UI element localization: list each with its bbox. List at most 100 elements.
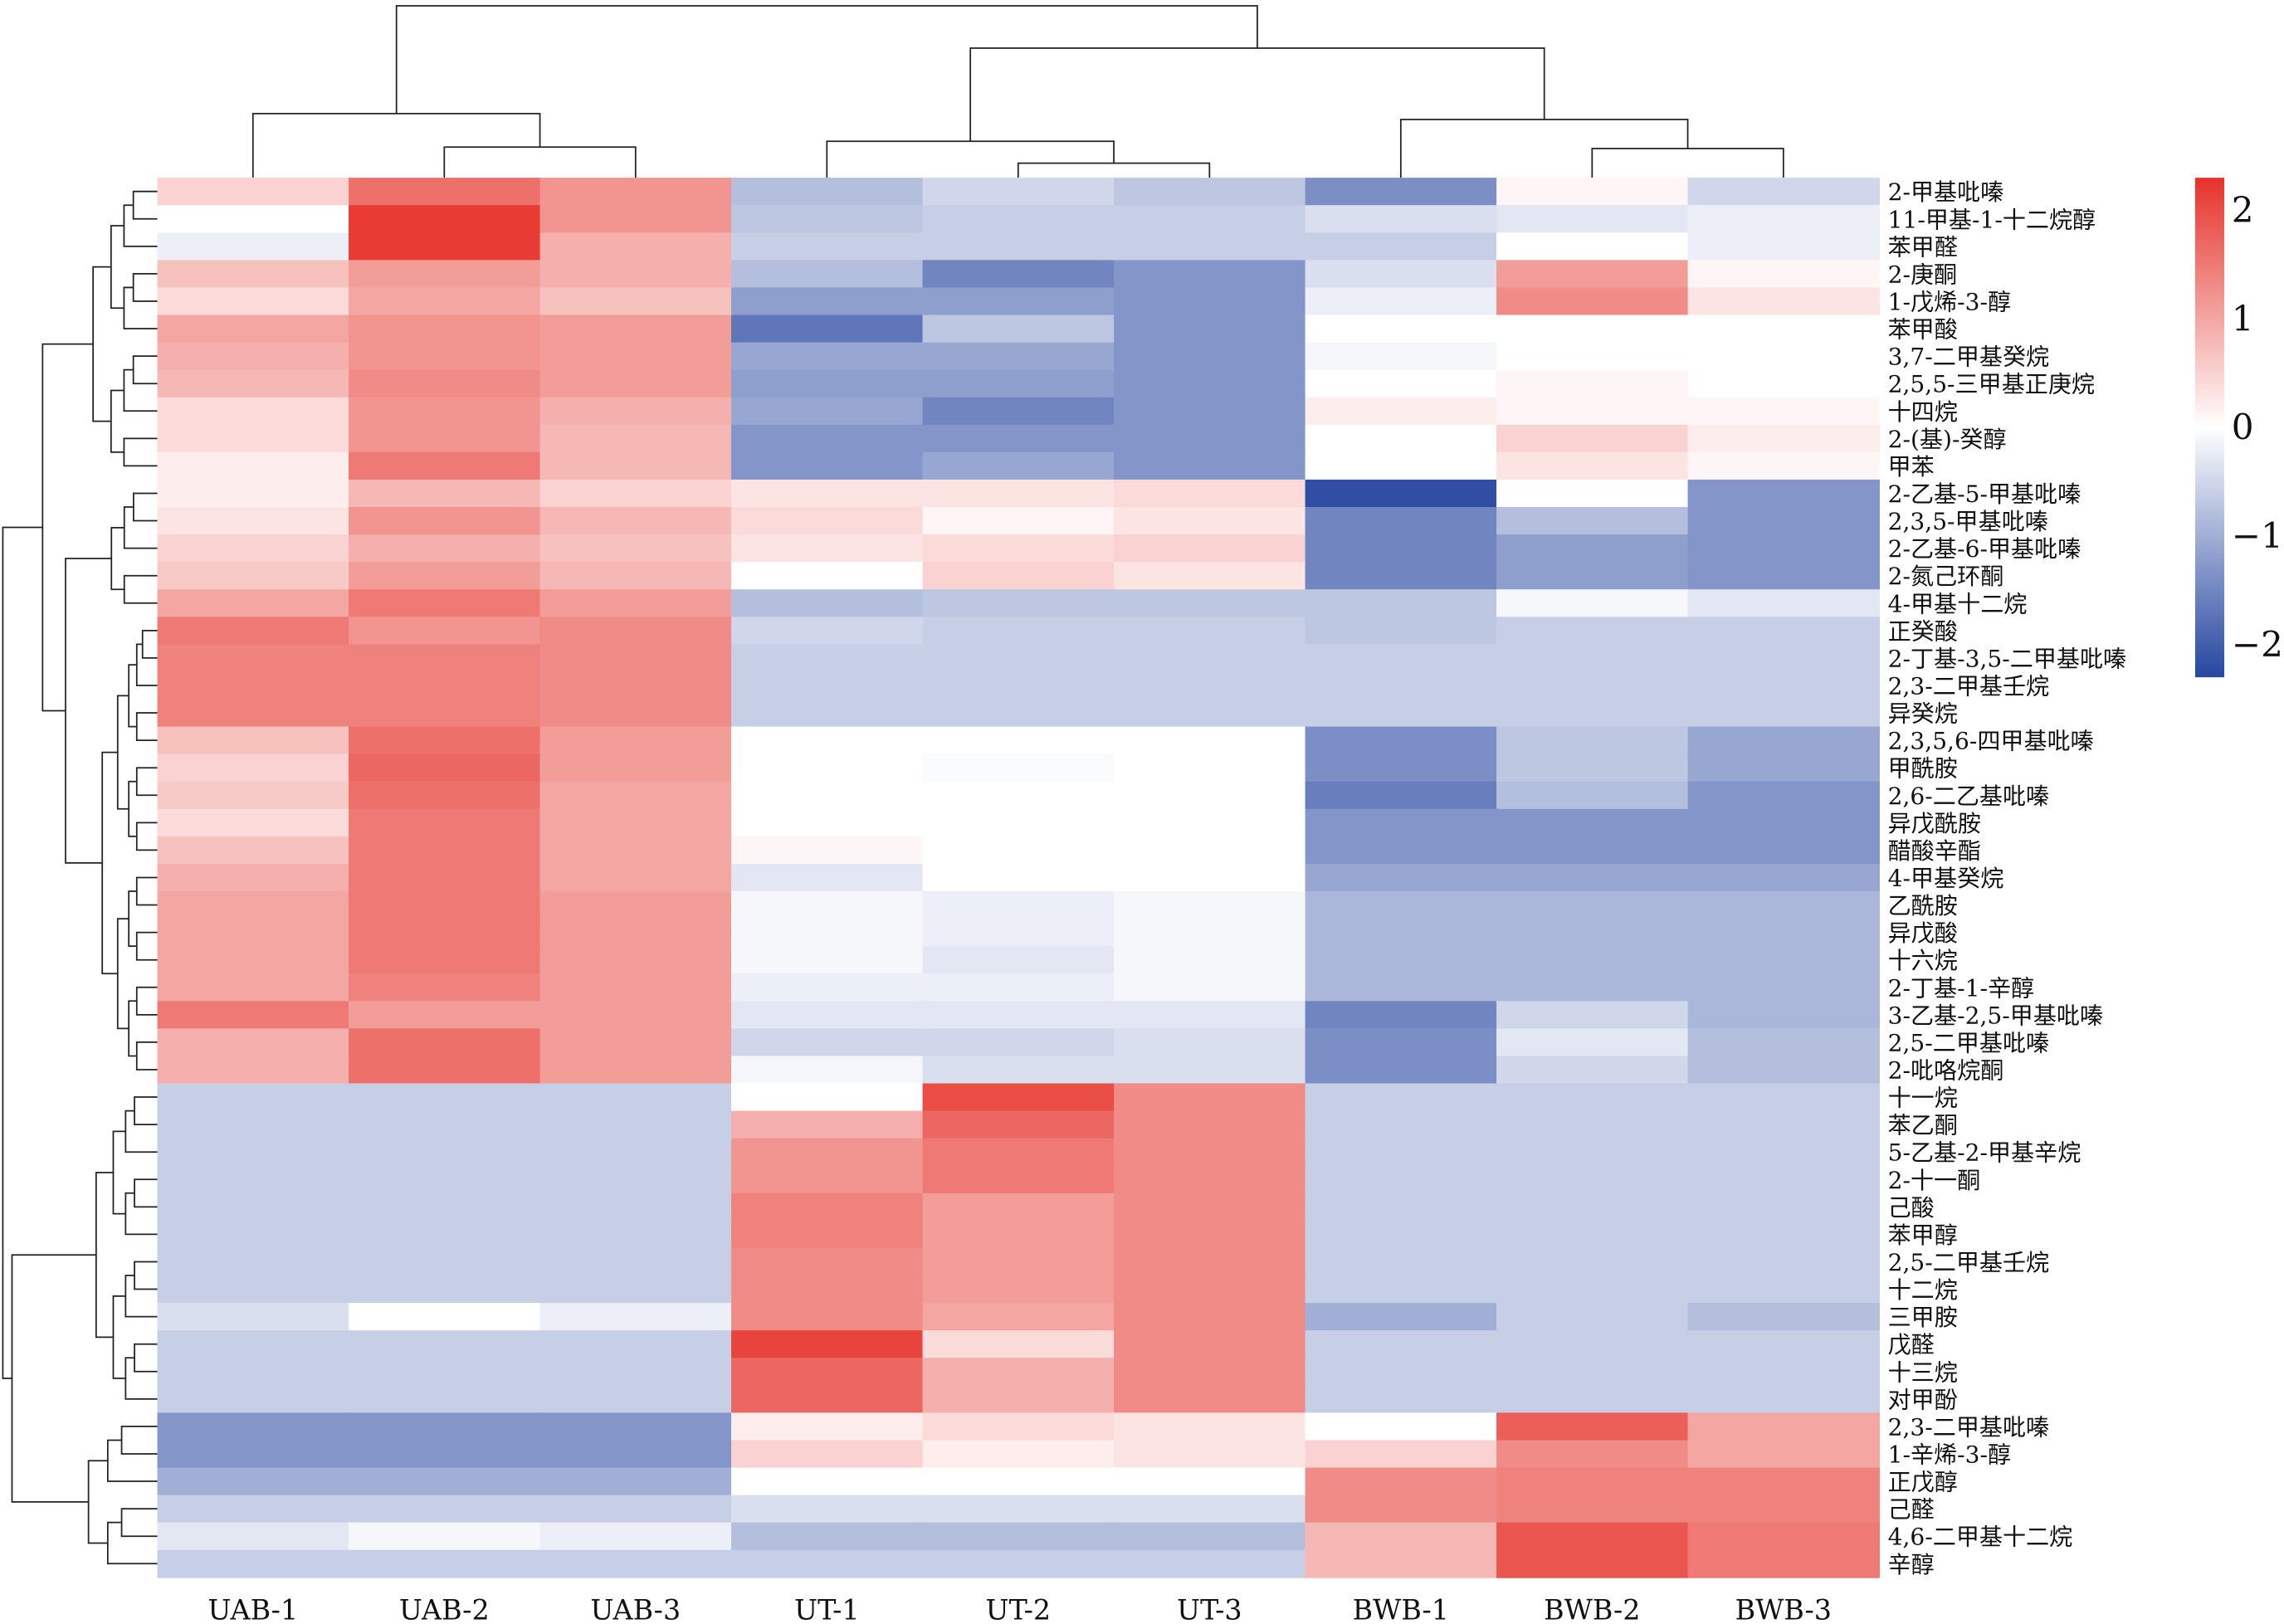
row-label: 2-庚酮 — [1888, 261, 1958, 288]
column-label: BWB-3 — [1735, 1594, 1832, 1624]
heatmap-cell — [922, 562, 1115, 591]
colorbar-tick-label: 1 — [2232, 298, 2254, 339]
heatmap-cell — [922, 726, 1115, 755]
heatmap-cell — [1687, 260, 1880, 289]
heatmap-cell — [922, 534, 1115, 563]
dendrogram-branch — [110, 225, 124, 310]
dendrogram-branch — [135, 712, 158, 741]
heatmap-cell — [1114, 589, 1306, 618]
dendrogram-branch — [120, 1426, 158, 1455]
heatmap-cell — [1496, 589, 1689, 618]
heatmap-cell — [1305, 863, 1497, 892]
heatmap-cell — [731, 836, 924, 865]
heatmap-cell — [349, 562, 541, 591]
heatmap-cell — [539, 1001, 732, 1030]
heatmap-cell — [349, 919, 541, 948]
dendrogram-branch — [92, 266, 111, 422]
dendrogram-branch — [1017, 162, 1211, 178]
heatmap-cell — [1305, 260, 1497, 289]
heatmap-cell — [349, 1056, 541, 1085]
heatmap-cell — [157, 1247, 349, 1276]
heatmap-cell — [349, 1303, 541, 1332]
row-label: 十一烷 — [1888, 1085, 1958, 1112]
heatmap-cell — [1114, 946, 1306, 975]
heatmap-cell — [1305, 1138, 1497, 1167]
heatmap-cell — [157, 205, 349, 234]
column-label: UT-2 — [986, 1594, 1052, 1624]
heatmap-cell — [1496, 232, 1689, 261]
heatmap-cell — [157, 808, 349, 837]
heatmap-cell — [539, 863, 732, 892]
heatmap-cell — [1687, 1001, 1880, 1030]
heatmap-cell — [1305, 1165, 1497, 1194]
heatmap-cell — [157, 1028, 349, 1057]
heatmap-cell — [349, 232, 541, 261]
heatmap-cell — [922, 507, 1115, 535]
dendrogram-branch — [135, 876, 158, 906]
heatmap-cell — [539, 699, 732, 728]
heatmap-cell — [1305, 1495, 1497, 1524]
heatmap-cell — [1687, 891, 1880, 919]
heatmap-cell — [157, 1083, 349, 1112]
heatmap-cell — [922, 397, 1115, 426]
heatmap-cell — [349, 342, 541, 371]
heatmap-cell — [349, 1495, 541, 1524]
heatmap-cell — [349, 1001, 541, 1030]
heatmap-cell — [731, 699, 924, 728]
heatmap-cell — [1114, 1549, 1306, 1578]
heatmap-cell — [1687, 946, 1880, 975]
row-label: 辛醇 — [1888, 1551, 1935, 1578]
dendrogram-branch — [132, 355, 158, 385]
heatmap-cell — [731, 1056, 924, 1085]
heatmap-cell — [1496, 1083, 1689, 1112]
heatmap-cell — [1496, 369, 1689, 398]
heatmap-cell — [731, 1522, 924, 1551]
heatmap-cell — [922, 451, 1115, 480]
heatmap-cell — [539, 342, 732, 371]
row-label: 11-甲基-1-十二烷醇 — [1888, 206, 2096, 233]
column-label: UT-3 — [1177, 1594, 1242, 1624]
heatmap-cell — [1114, 232, 1306, 261]
heatmap-cell — [539, 260, 732, 289]
row-label: 苯甲醇 — [1888, 1222, 1958, 1249]
heatmap-cell — [539, 178, 732, 207]
heatmap-cell — [1496, 1358, 1689, 1387]
heatmap-cell — [922, 1192, 1115, 1222]
heatmap-cell — [349, 507, 541, 535]
heatmap-cell — [922, 1440, 1115, 1469]
heatmap-cell — [1496, 1138, 1689, 1167]
heatmap-cell — [1114, 1275, 1306, 1304]
row-label: 2-乙基-6-甲基吡嗪 — [1888, 535, 2081, 563]
row-label: 十三烷 — [1888, 1358, 1958, 1386]
heatmap-cell — [1496, 1056, 1689, 1085]
heatmap-cell — [349, 891, 541, 919]
heatmap-cell — [349, 946, 541, 975]
heatmap-cell — [1496, 342, 1689, 371]
heatmap-cell — [922, 232, 1115, 261]
heatmap-cell — [731, 1495, 924, 1524]
dendrogram-branch — [132, 190, 158, 220]
dendrogram-branch — [124, 1275, 158, 1318]
heatmap-cell — [922, 946, 1115, 975]
heatmap-cell — [539, 1056, 732, 1085]
heatmap-cell — [1687, 617, 1880, 646]
column-label: UAB-1 — [207, 1594, 298, 1624]
column-labels: UAB-1 UAB-2 UAB-3 UT-1 UT-2 UT-3 BWB-1 BWB-2 BWB… — [207, 1594, 1832, 1624]
row-label: 甲苯 — [1888, 453, 1935, 480]
dendrogram-branch — [826, 140, 1115, 178]
heatmap-cell — [1305, 1275, 1497, 1304]
column-label: BWB-1 — [1353, 1594, 1449, 1624]
row-label: 1-辛烯-3-醇 — [1888, 1441, 2011, 1469]
heatmap-cell — [349, 617, 541, 646]
heatmap-cell — [1687, 1192, 1880, 1222]
heatmap-cell — [922, 1028, 1115, 1057]
heatmap-cell — [1687, 1138, 1880, 1167]
heatmap-cell — [1496, 1522, 1689, 1551]
dendrogram-branch — [123, 204, 158, 247]
heatmap-cell — [349, 451, 541, 480]
heatmap-cell — [922, 863, 1115, 892]
heatmap-cell — [1496, 1412, 1689, 1441]
heatmap-cell — [1114, 260, 1306, 289]
heatmap-cell — [1114, 1110, 1306, 1139]
heatmap-cell — [539, 479, 732, 508]
